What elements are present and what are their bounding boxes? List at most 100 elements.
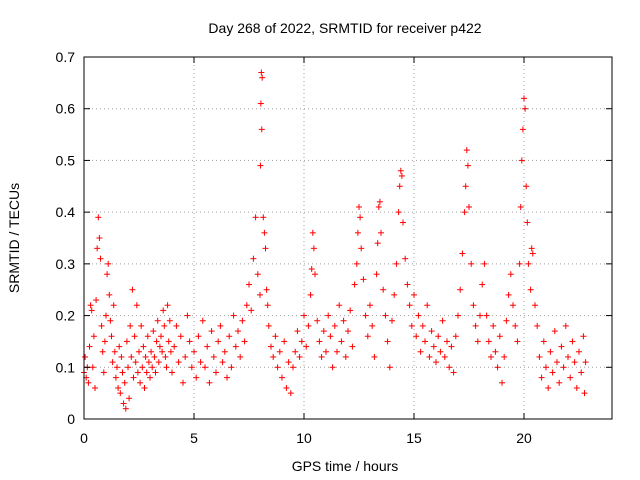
data-point [417,348,424,355]
data-point [296,353,303,360]
data-point [391,291,398,298]
data-point [237,353,244,360]
data-point [358,245,365,252]
data-point [382,312,389,319]
data-point [228,364,235,371]
data-point [364,333,371,340]
data-point [153,338,160,345]
data-point [527,286,534,293]
x-tick-label: 15 [406,430,422,446]
data-point [298,338,305,345]
data-point [375,203,382,210]
data-point [323,348,329,355]
data-point [525,260,532,267]
data-point [257,100,264,107]
data-point [272,333,279,340]
data-point [556,379,563,386]
data-point [441,353,448,360]
data-point [380,286,387,293]
data-point [119,369,126,376]
data-point [118,353,125,360]
data-point [204,343,211,350]
data-point [166,317,173,324]
data-point [549,369,556,376]
data-point [519,126,526,133]
data-point [488,353,494,360]
data-point [462,183,469,190]
gridlines [84,57,612,419]
data-point [87,302,94,309]
data-point [389,317,395,324]
data-point [241,338,248,345]
data-point [338,338,345,345]
data-point [413,333,420,340]
data-point [230,312,237,319]
data-point [450,369,457,376]
data-point [243,302,250,309]
data-point [518,157,525,164]
data-point [430,343,437,350]
data-point [562,322,569,329]
data-point [301,312,307,319]
data-point [534,322,541,329]
data-point [314,317,321,324]
data-point [554,359,560,366]
data-point [215,338,222,345]
data-point [426,353,433,360]
data-point [152,369,159,376]
data-point [112,374,119,381]
data-point [331,322,338,329]
data-point [276,348,283,355]
data-point [424,302,431,309]
data-point [492,348,499,355]
data-point [499,379,505,386]
data-point [115,384,122,391]
data-point [101,338,108,345]
data-point [470,302,477,309]
data-point [175,359,182,366]
data-point [325,312,332,319]
data-point [262,245,269,252]
data-point [345,328,351,335]
data-point [258,126,265,133]
data-point [318,353,325,360]
data-point [354,229,361,236]
data-point [268,343,274,350]
data-point [104,271,111,278]
data-point [270,353,277,360]
data-point [569,338,576,345]
data-point [536,353,543,360]
data-point [292,348,299,355]
data-point [128,353,135,360]
data-point [303,343,310,350]
data-point [529,250,536,257]
data-point [373,271,380,278]
data-point [287,390,294,397]
data-point [197,359,204,366]
data-point [165,338,172,345]
data-point [395,209,402,216]
data-point [259,74,266,81]
data-point [125,364,131,371]
data-point [393,260,400,267]
x-axis: 0 5 10 15 20 [80,57,532,446]
data-point [159,348,166,355]
data-point [120,400,127,407]
data-point [578,369,585,376]
data-point [107,317,114,324]
data-point [143,369,150,376]
data-point [265,322,272,329]
data-point [485,338,492,345]
y-axis: 0 0.1 0.2 0.3 0.4 0.5 0.6 0.7 [56,49,612,427]
data-point [148,348,155,355]
data-point [580,333,587,340]
data-point [263,286,270,293]
data-point [105,260,112,267]
data-point [472,322,479,329]
data-point [279,374,285,381]
data-point [95,214,102,221]
data-point [180,379,186,386]
data-point [149,364,156,371]
data-point [252,214,259,221]
data-point [503,317,510,324]
